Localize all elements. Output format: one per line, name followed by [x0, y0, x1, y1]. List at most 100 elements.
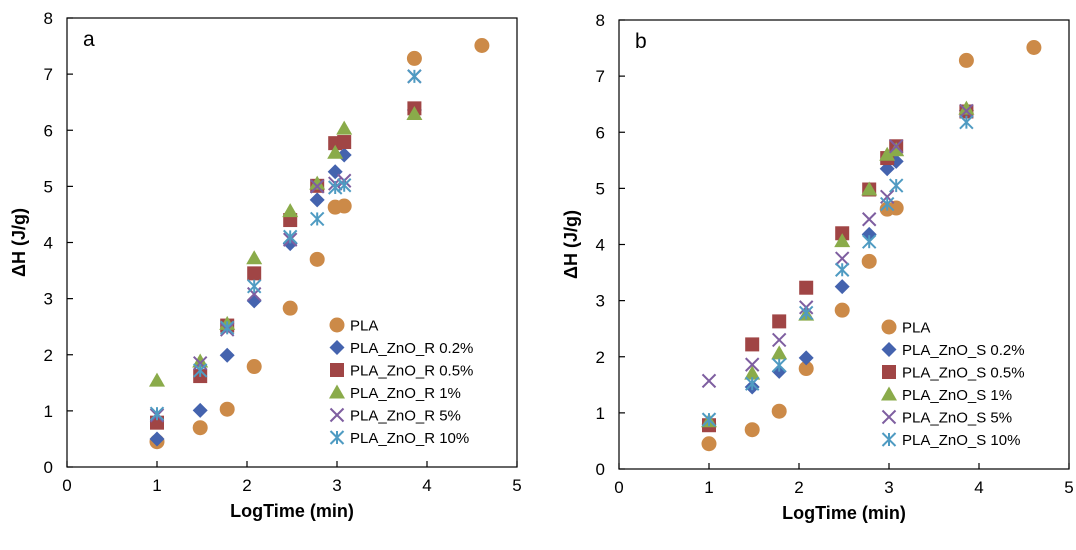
- panel-a-legend-marker-pla-zno-r-0-5pct: [330, 363, 344, 377]
- panel-a-point-pla-zno-r-0-5pct: [247, 266, 262, 281]
- panel-b-point-pla: [834, 302, 850, 318]
- panel-a-point-pla-zno-r-10pct: [327, 180, 343, 195]
- panel-a: 0 1 2 3 4 5 0 1 2 3 4 5 6 7 8 LogTime (min) ΔH (J/g) a PLA…: [9, 9, 522, 521]
- panel-b-series-pla: [701, 40, 1042, 452]
- panel-a-point-pla: [192, 420, 208, 436]
- panel-b-point-pla-zno-s-0-5pct-shape: [745, 337, 760, 352]
- panel-a-point-pla-zno-r-1pct: [246, 250, 263, 265]
- panel-a-y-tick-label: 2: [44, 346, 53, 365]
- panel-b-point-pla-shape: [798, 361, 814, 377]
- panel-b-y-tick-label: 2: [596, 348, 605, 367]
- panel-b-point-pla-shape: [771, 403, 787, 419]
- panel-b-series-pla-zno-s-0-5pct: [702, 104, 974, 433]
- panel-b-point-pla-zno-s-10pct: [771, 357, 787, 373]
- panel-a-legend: PLA PLA_ZnO_R 0.2% PLA_ZnO_R 0.5% PLA_ZnO_R…: [329, 317, 473, 447]
- panel-b-point-pla-shape: [888, 200, 904, 216]
- panel-b-point-pla-zno-s-0-5pct-shape: [799, 280, 814, 295]
- panel-b-series-pla-zno-s-5pct: [701, 103, 974, 389]
- panel-a-legend-marker-pla-shape: [329, 317, 345, 333]
- panel-a-x-tick-label: 4: [422, 476, 431, 495]
- panel-b-legend-marker-pla: [881, 319, 897, 335]
- panel-b-point-pla-zno-s-0-5pct: [799, 280, 814, 295]
- panel-a-legend-marker-pla-zno-r-5pct: [329, 407, 345, 423]
- panel-a-point-pla-shape: [336, 198, 352, 214]
- panel-b-point-pla-zno-s-1pct-shape: [861, 181, 878, 196]
- panel-b-y-axis-title: ΔH (J/g): [561, 210, 581, 279]
- panel-a-point-pla-shape: [282, 300, 298, 316]
- panel-a-legend-marker-pla-zno-r-0-2pct: [329, 340, 345, 355]
- panel-b-legend-label-pla: PLA: [902, 320, 930, 337]
- panel-b-y-tick-label: 6: [596, 123, 605, 142]
- panel-a-point-pla-zno-r-0-5pct-shape: [337, 135, 352, 150]
- panel-a-point-pla-shape: [474, 38, 490, 54]
- panel-a-point-pla-zno-r-0-2pct-shape: [149, 431, 165, 447]
- panel-b-point-pla-zno-s-1pct: [888, 142, 905, 157]
- panel-b-point-pla-zno-s-1pct: [834, 233, 851, 248]
- panel-b-point-pla-shape: [834, 302, 850, 318]
- panel-a-y-tick-label: 1: [44, 402, 53, 421]
- panel-a-point-pla-zno-r-10pct: [309, 211, 325, 227]
- panel-a-point-pla: [219, 401, 235, 417]
- panel-a-point-pla-zno-r-0-2pct-shape: [219, 347, 235, 363]
- panel-b-y-tick-label: 5: [596, 179, 605, 198]
- panel-a-point-pla-zno-r-0-5pct: [337, 135, 352, 150]
- panel-a-point-pla-zno-r-1pct-shape: [327, 144, 344, 159]
- panel-a-legend-marker-pla-zno-r-0-2pct-shape: [329, 340, 345, 355]
- panel-b-point-pla: [771, 403, 787, 419]
- panel-b-point-pla: [888, 200, 904, 216]
- panel-a-point-pla-zno-r-1pct: [309, 175, 326, 190]
- panel-b-x-tick-label: 4: [974, 478, 983, 497]
- panel-a-legend-label-pla-zno-r-0-2pct: PLA_ZnO_R 0.2%: [350, 340, 473, 357]
- panel-a-x-tick-label: 0: [62, 476, 71, 495]
- panel-b-point-pla-shape: [701, 436, 717, 452]
- panel-a-y-tick-label: 6: [44, 121, 53, 140]
- panel-a-point-pla-zno-r-1pct-shape: [336, 120, 353, 135]
- panel-a-point-pla-zno-r-1pct-shape: [406, 105, 423, 120]
- panel-a-point-pla-zno-r-1pct: [327, 144, 344, 159]
- panel-b-y-tick-label: 7: [596, 67, 605, 86]
- panel-a-point-pla-zno-r-1pct: [282, 203, 299, 218]
- panel-b-point-pla-zno-s-0-2pct-shape: [798, 350, 814, 366]
- panel-b-x-tick-label: 2: [794, 478, 803, 497]
- panel-b-legend: PLA PLA_ZnO_S 0.2% PLA_ZnO_S 0.5% PLA_ZnO_S…: [881, 319, 1025, 449]
- panel-a-point-pla: [246, 359, 262, 375]
- panel-a-point-pla-zno-r-0-2pct: [149, 431, 165, 447]
- panel-b-point-pla: [861, 253, 877, 269]
- panel-a-point-pla-zno-r-1pct: [406, 105, 423, 120]
- panel-a-point-pla-zno-r-0-2pct: [309, 192, 325, 208]
- panel-b-point-pla-zno-s-0-2pct: [834, 279, 850, 295]
- panel-a-point-pla: [282, 300, 298, 316]
- panel-a-point-pla-zno-r-0-2pct: [246, 293, 262, 309]
- panel-b-legend-label-pla-zno-s-0-5pct: PLA_ZnO_S 0.5%: [902, 365, 1025, 382]
- panel-a-legend-label-pla-zno-r-10pct: PLA_ZnO_R 10%: [350, 430, 469, 447]
- panel-b-point-pla-shape: [1026, 40, 1042, 56]
- panel-b-legend-label-pla-zno-s-0-2pct: PLA_ZnO_S 0.2%: [902, 342, 1025, 359]
- panel-a-point-pla-shape: [309, 251, 325, 267]
- panel-b-point-pla-zno-s-10pct: [834, 262, 850, 277]
- panel-a-x-tick-label: 2: [242, 476, 251, 495]
- panel-b-point-pla: [1026, 40, 1042, 56]
- panel-b-y-tick-label: 4: [596, 236, 605, 255]
- panel-b: 0 1 2 3 4 5 0 1 2 3 4 5 6 7 8 LogTime (min) ΔH (J/g) b PLA…: [561, 11, 1074, 523]
- panel-a-point-pla-zno-r-10pct: [407, 69, 422, 84]
- panel-b-point-pla-zno-s-1pct-shape: [834, 233, 851, 248]
- panel-b-point-pla-zno-s-5pct-stroke-2: [861, 212, 877, 227]
- panel-b-point-pla-zno-s-0-5pct-shape: [772, 314, 787, 329]
- panel-b-legend-marker-pla-zno-s-0-5pct-shape: [882, 365, 896, 379]
- panel-a-legend-label-pla: PLA: [350, 318, 378, 335]
- panel-a-point-pla-zno-r-1pct-shape: [246, 250, 263, 265]
- panel-b-point-pla-zno-s-5pct: [744, 357, 760, 372]
- panel-a-y-tick-label: 4: [44, 234, 53, 253]
- panel-a-y-tick-label: 3: [44, 290, 53, 309]
- panel-b-x-tick-label: 5: [1064, 478, 1073, 497]
- panel-b-point-pla-zno-s-5pct: [834, 251, 850, 266]
- panel-b-panel-label: b: [635, 30, 647, 53]
- panel-b-legend-marker-pla-zno-s-1pct-shape: [881, 386, 897, 401]
- panel-a-point-pla: [336, 198, 352, 214]
- panel-a-point-pla-shape: [406, 50, 422, 66]
- panel-a-point-pla-zno-r-0-2pct-shape: [309, 192, 325, 208]
- panel-b-point-pla-zno-s-1pct-shape: [744, 365, 761, 380]
- panel-b-point-pla-zno-s-5pct-stroke-2: [701, 373, 717, 389]
